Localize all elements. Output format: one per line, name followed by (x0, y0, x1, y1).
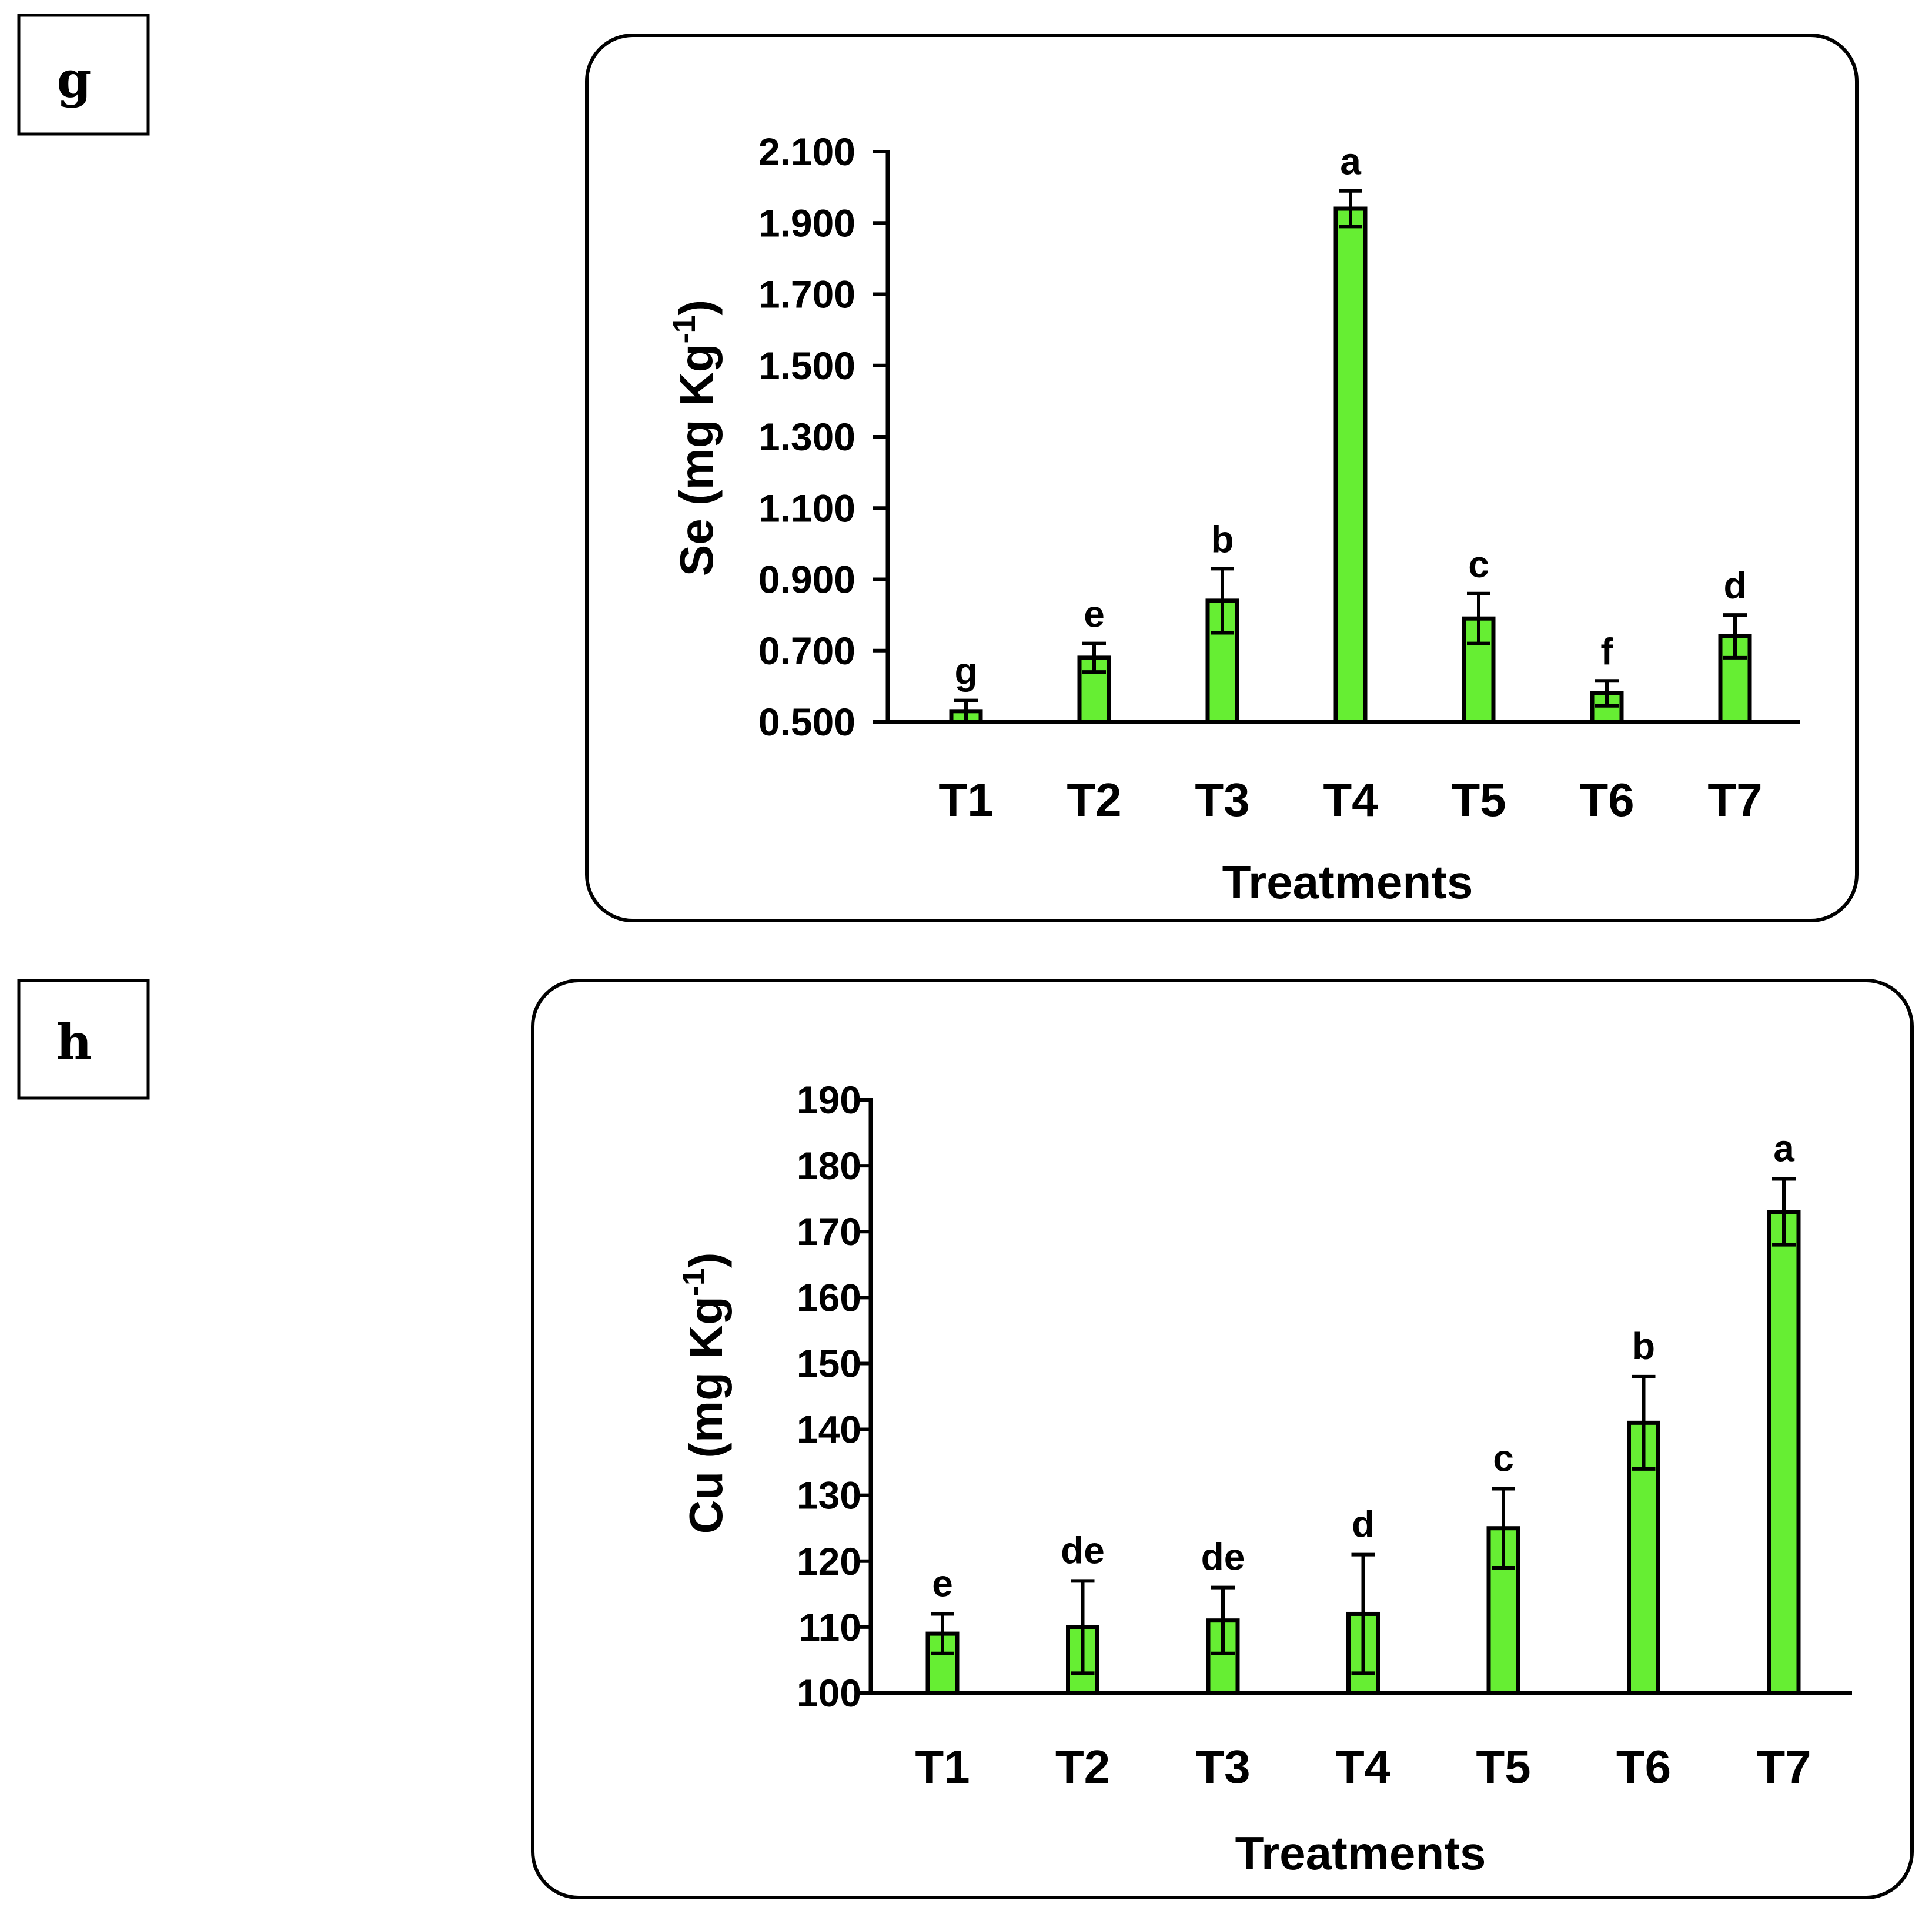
chart-g-y-axis-title: Se (mg Kg-1) (667, 300, 723, 576)
y-tick-label: 150 (797, 1341, 861, 1385)
x-tick-label-T7: T7 (1756, 1741, 1811, 1793)
panel-h-tag-box (17, 979, 150, 1100)
y-tick-label: 170 (797, 1210, 861, 1253)
y-tick-label: 1.900 (758, 201, 855, 245)
bar-T7 (1767, 1210, 1801, 1695)
x-tick-label-T1: T1 (915, 1741, 970, 1793)
x-tick-label-T3: T3 (1195, 774, 1249, 826)
significance-label-T2: de (1061, 1529, 1105, 1571)
y-tick-label: 130 (797, 1474, 861, 1517)
chart-g-error-bars (954, 189, 1747, 722)
significance-label-T5: c (1468, 543, 1489, 585)
significance-label-T2: e (1084, 593, 1105, 635)
panel-h: h 100 110 120 130 140 150 160 170 180 190 e de de d c… (17, 979, 1914, 1899)
x-tick-label-T3: T3 (1195, 1741, 1250, 1793)
chart-g-x-tick-labels: T1 T2 T3 T4 T5 T6 T7 (938, 774, 1762, 826)
x-tick-label-T4: T4 (1323, 774, 1378, 826)
x-tick-label-T5: T5 (1451, 774, 1506, 826)
chart-g-significance-labels: g e b a c f d (954, 140, 1746, 692)
chart-g-frame (585, 34, 1859, 922)
y-tick-label: 100 (797, 1671, 861, 1715)
panel-g-tag-box (17, 14, 150, 136)
chart-h-error-bars (931, 1177, 1796, 1675)
significance-label-T1: e (932, 1562, 953, 1604)
significance-label-T3: de (1201, 1536, 1245, 1578)
panel-g-tag: g (57, 51, 92, 109)
chart-h-y-axis-title: Cu (mg Kg-1) (676, 1252, 732, 1534)
y-tick-label: 0.500 (758, 700, 855, 744)
x-tick-label-T2: T2 (1055, 1741, 1110, 1793)
significance-label-T7: d (1723, 564, 1746, 607)
chart-h: 100 110 120 130 140 150 160 170 180 190 e de de d c b a… (676, 1078, 1852, 1879)
y-tick-label: 1.100 (758, 486, 855, 530)
chart-g-x-axis-title: Treatments (1222, 856, 1473, 908)
chart-g-y-ticks: 0.500 0.700 0.900 1.100 1.300 1.500 1.700 1.900… (758, 130, 888, 744)
x-tick-label-T2: T2 (1067, 774, 1121, 826)
x-tick-label-T6: T6 (1616, 1741, 1671, 1793)
x-tick-label-T1: T1 (938, 774, 993, 826)
y-tick-label: 1.500 (758, 344, 855, 387)
chart-h-x-axis-title: Treatments (1235, 1827, 1486, 1879)
y-tick-label: 140 (797, 1408, 861, 1451)
y-tick-label: 0.900 (758, 558, 855, 601)
y-tick-label: 1.300 (758, 415, 855, 459)
chart-h-frame (531, 979, 1914, 1899)
chart-h-y-ticks: 100 110 120 130 140 150 160 170 180 190 (797, 1078, 871, 1715)
y-tick-label: 180 (797, 1144, 861, 1187)
chart-g-bars (949, 206, 1752, 724)
y-tick-label: 2.100 (758, 130, 855, 173)
significance-label-T4: d (1352, 1503, 1375, 1545)
panel-g: g 0.500 0.700 0.900 1.100 1.300 1.500 1.700 1.9… (17, 14, 1859, 922)
x-tick-label-T4: T4 (1336, 1741, 1391, 1793)
significance-label-T6: b (1632, 1325, 1655, 1367)
x-tick-label-T5: T5 (1476, 1741, 1530, 1793)
significance-label-T1: g (954, 650, 977, 692)
chart-h-significance-labels: e de de d c b a (932, 1127, 1794, 1605)
chart-h-x-tick-labels: T1 T2 T3 T4 T5 T6 T7 (915, 1741, 1811, 1793)
bar-T4 (1333, 206, 1368, 724)
y-tick-label: 120 (797, 1540, 861, 1583)
y-tick-label: 110 (799, 1605, 861, 1649)
significance-label-T3: b (1211, 518, 1234, 560)
significance-label-T4: a (1340, 140, 1361, 183)
significance-label-T5: c (1493, 1437, 1514, 1479)
significance-label-T7: a (1773, 1127, 1794, 1170)
y-tick-label: 190 (797, 1078, 861, 1122)
x-tick-label-T7: T7 (1707, 774, 1762, 826)
panel-h-tag: h (56, 1013, 92, 1071)
x-tick-label-T6: T6 (1579, 774, 1634, 826)
y-tick-label: 1.700 (758, 273, 855, 316)
chart-g: 0.500 0.700 0.900 1.100 1.300 1.500 1.700 1.900… (667, 130, 1800, 908)
y-tick-label: 0.700 (758, 629, 855, 672)
significance-label-T6: f (1600, 630, 1613, 672)
y-tick-label: 160 (797, 1276, 861, 1319)
